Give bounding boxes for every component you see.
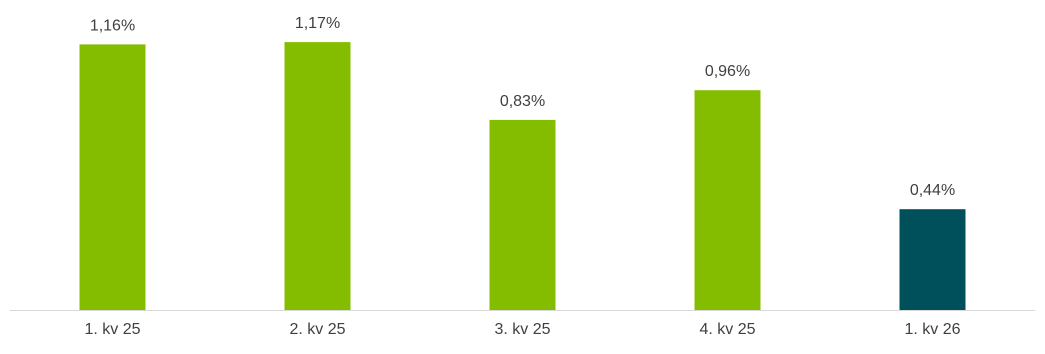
- x-tick-label-4: 4. kv 25: [699, 321, 755, 338]
- x-tick-label-5: 1. kv 26: [904, 321, 960, 338]
- x-tick-label-1: 1. kv 25: [84, 321, 140, 338]
- bars-group: [79, 42, 966, 311]
- x-tick-labels-group: 1. kv 25 2. kv 25 3. kv 25 4. kv 25 1. kv 26: [84, 321, 960, 338]
- bar-1: [79, 44, 146, 311]
- x-tick-label-3: 3. kv 25: [494, 321, 550, 338]
- bar-2: [284, 42, 351, 310]
- bar-5: [899, 209, 966, 310]
- bar-3: [489, 119, 556, 311]
- data-label-1: 1,16%: [90, 17, 135, 34]
- data-labels-group: 1,16% 1,17% 0,83% 0,96% 0,44%: [90, 15, 955, 199]
- data-label-4: 0,96%: [705, 63, 750, 80]
- data-label-5: 0,44%: [910, 182, 955, 199]
- data-label-3: 0,83%: [500, 93, 545, 110]
- x-tick-label-2: 2. kv 25: [289, 321, 345, 338]
- bar-4: [694, 90, 761, 310]
- data-label-2: 1,17%: [295, 15, 340, 32]
